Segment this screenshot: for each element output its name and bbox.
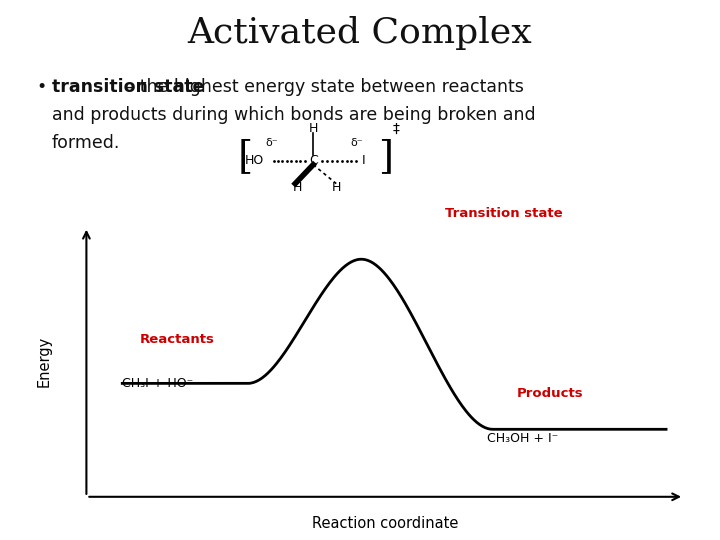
Text: Reactants: Reactants	[140, 333, 215, 346]
Text: and products during which bonds are being broken and: and products during which bonds are bein…	[52, 106, 536, 124]
Text: transition state: transition state	[52, 78, 204, 96]
Text: HO: HO	[245, 154, 264, 167]
Text: δ⁻: δ⁻	[350, 138, 363, 148]
Text: ]: ]	[377, 138, 393, 175]
Text: H: H	[331, 181, 341, 194]
Text: [: [	[237, 138, 253, 175]
Text: C: C	[309, 154, 318, 167]
Text: formed.: formed.	[52, 134, 120, 152]
Text: CH₃I + HO⁻: CH₃I + HO⁻	[122, 377, 194, 390]
Text: H: H	[308, 122, 318, 135]
Text: δ⁻: δ⁻	[265, 138, 278, 148]
Text: H: H	[292, 181, 302, 194]
Text: ‡: ‡	[392, 122, 400, 136]
Text: Energy: Energy	[37, 336, 52, 387]
Text: Transition state: Transition state	[445, 207, 562, 220]
Text: Activated Complex: Activated Complex	[188, 16, 532, 50]
Text: Reaction coordinate: Reaction coordinate	[312, 516, 459, 531]
Text: •: •	[36, 78, 46, 96]
Text: Products: Products	[517, 387, 583, 400]
Text: I: I	[362, 154, 366, 167]
Text: CH₃OH + I⁻: CH₃OH + I⁻	[487, 432, 558, 445]
Text: – the highest energy state between reactants: – the highest energy state between react…	[120, 78, 523, 96]
